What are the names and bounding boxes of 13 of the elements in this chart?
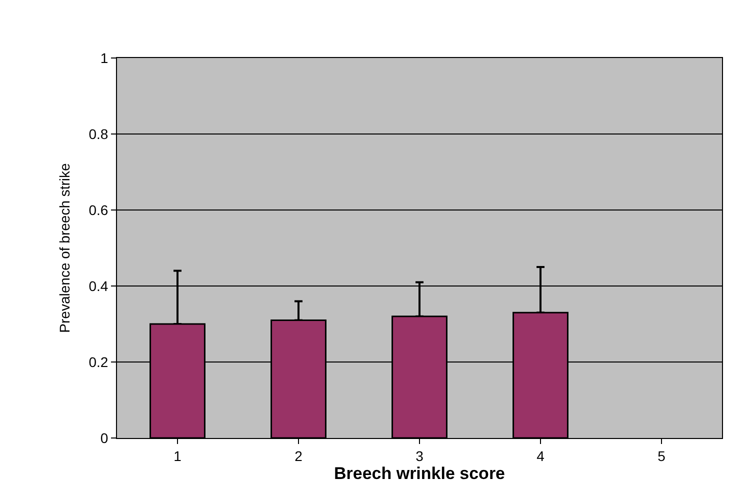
x-axis-title: Breech wrinkle score	[334, 464, 506, 484]
y-tick-label: 0.8	[88, 126, 108, 142]
x-tick-label: 3	[416, 448, 424, 464]
y-tick-label: 0	[100, 430, 108, 446]
x-tick-label: 1	[174, 448, 182, 464]
y-axis-title: Prevalence of breech strike	[56, 162, 72, 333]
y-tick-label: 0.4	[88, 278, 108, 294]
y-tick-label: 1	[100, 50, 108, 66]
x-tick-label: 2	[294, 448, 303, 464]
y-tick-label: 0.6	[88, 202, 108, 218]
y-tick-label: 0.2	[88, 354, 108, 370]
x-tick-label: 4	[536, 448, 545, 464]
x-tick-label: 5	[658, 448, 666, 464]
